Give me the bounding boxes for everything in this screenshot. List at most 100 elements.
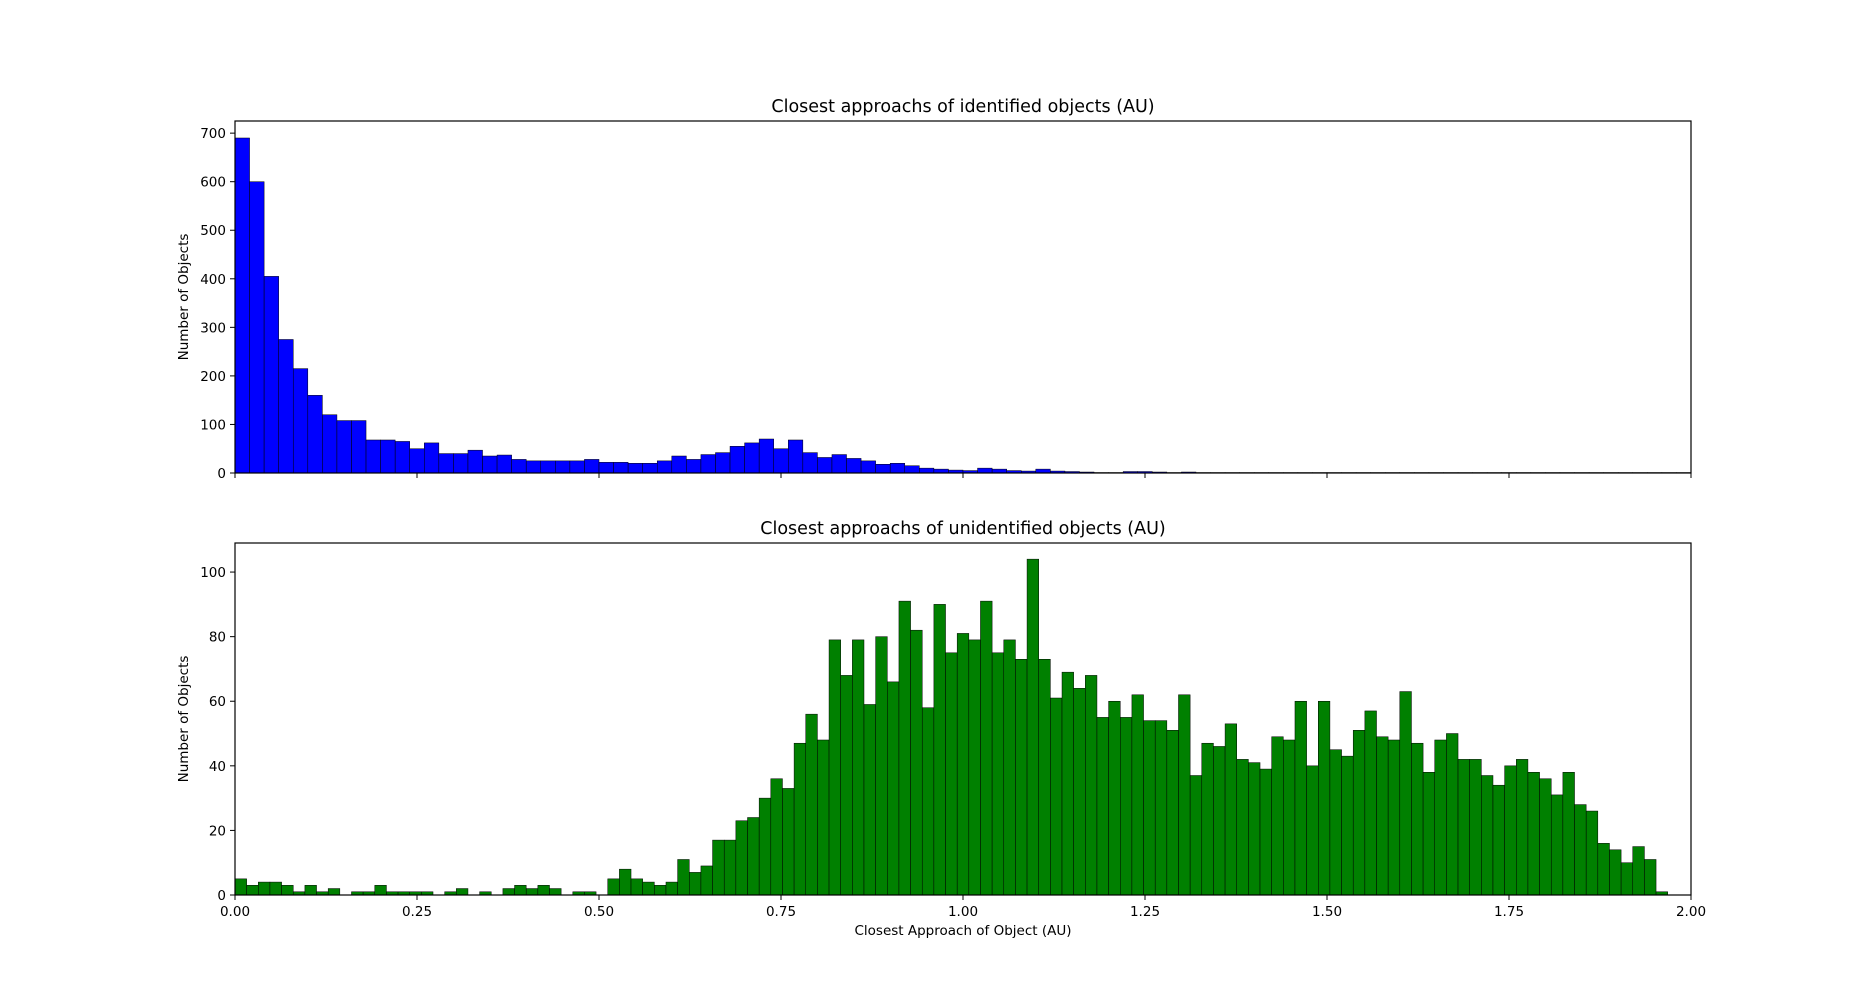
histogram-bar	[1061, 671, 1074, 896]
histogram-bar	[968, 639, 981, 896]
histogram-bar	[945, 652, 958, 896]
histogram-bar	[1632, 846, 1645, 896]
histogram-bar	[1469, 759, 1482, 896]
histogram-bar	[613, 462, 629, 474]
x-tick-label: 1.00	[948, 904, 978, 920]
histogram-bar	[1562, 772, 1575, 896]
y-axis-ticks-unidentified: 0 20 40 60 80 100	[200, 565, 235, 904]
x-tick-label: 1.75	[1494, 904, 1524, 920]
histogram-bar	[875, 636, 888, 896]
y-tick-label: 300	[200, 320, 226, 336]
histogram-bar	[712, 839, 725, 896]
histogram-bar	[607, 878, 620, 896]
y-tick-label: 40	[209, 759, 226, 775]
y-tick-label: 0	[217, 466, 226, 482]
histogram-bar	[1550, 794, 1564, 896]
histogram-bar	[1306, 765, 1319, 896]
histogram-bar	[365, 439, 381, 474]
histogram-bar	[234, 137, 250, 474]
histogram-bar	[380, 439, 396, 474]
y-tick-label: 80	[209, 630, 226, 646]
histogram-bar	[846, 458, 862, 474]
histogram-bar	[502, 888, 515, 896]
histogram-bar	[409, 448, 425, 474]
plot-frame-identified	[234, 120, 1692, 474]
histogram-bar	[1073, 688, 1086, 896]
histogram-bar	[1050, 697, 1063, 896]
histogram-bar	[549, 888, 562, 896]
histogram-bar	[700, 454, 716, 474]
histogram-bar	[438, 453, 454, 474]
chart-title-identified: Closest approachs of identified objects …	[771, 97, 1154, 117]
histogram-bar	[1481, 775, 1494, 896]
histogram-bar	[1178, 694, 1191, 896]
y-axis-ticks-identified: 0 100 200 300 400 500 600 700	[200, 126, 235, 482]
histogram-bar	[689, 872, 702, 896]
x-axis-ticks-unidentified: 0.00 0.25 0.50 0.75 1.00 1.25 1.50 1.75 2.00	[220, 895, 1706, 920]
histogram-bar	[991, 652, 1005, 896]
histogram-bar	[1096, 717, 1109, 896]
histogram-bar	[525, 888, 539, 896]
unidentified-objects-histogram: Closest approachs of unidentified object…	[176, 519, 1706, 939]
histogram-bar	[511, 459, 527, 474]
y-tick-label: 700	[200, 126, 226, 142]
histogram-bar	[887, 681, 900, 896]
histogram-bar	[584, 459, 600, 474]
histogram-bar	[1015, 659, 1028, 896]
histogram-bar	[1166, 730, 1179, 896]
histogram-bar	[555, 460, 571, 474]
histogram-bar	[1609, 849, 1622, 896]
histogram-bar	[852, 639, 865, 896]
histogram-bar	[863, 704, 876, 896]
histogram-bar	[336, 420, 352, 474]
x-axis-ticks-identified	[234, 473, 1692, 478]
chart-title-unidentified: Closest approachs of unidentified object…	[760, 519, 1165, 539]
histogram-bar	[322, 414, 338, 474]
histogram-bar	[1574, 804, 1587, 896]
y-tick-label: 0	[217, 888, 226, 904]
histogram-bar	[919, 467, 935, 474]
histogram-bar	[642, 881, 655, 896]
histogram-bar	[758, 797, 772, 896]
histogram-bar	[802, 452, 818, 474]
histogram-bar	[1387, 739, 1401, 896]
histogram-bar	[860, 460, 876, 474]
histogram-bar	[1411, 742, 1424, 896]
histogram-bar	[619, 868, 632, 896]
histogram-bar	[1585, 810, 1599, 896]
histogram-bar	[482, 455, 498, 474]
histogram-bar	[569, 460, 585, 474]
histogram-bar	[831, 454, 847, 474]
histogram-bar	[1283, 739, 1296, 896]
histogram-bar	[1108, 700, 1121, 896]
histogram-bar	[933, 604, 946, 896]
histogram-bar	[1446, 733, 1459, 896]
histogram-bar	[977, 467, 993, 474]
histogram-bar	[525, 460, 542, 474]
histogram-bar	[1364, 710, 1377, 896]
histogram-bar	[758, 438, 774, 474]
histogram-bar	[686, 459, 702, 474]
x-tick-label: 1.50	[1312, 904, 1342, 920]
histogram-bar	[889, 463, 906, 474]
x-tick-label: 0.25	[402, 904, 432, 920]
histogram-bar	[1597, 843, 1610, 896]
histogram-bar	[1120, 717, 1133, 896]
histogram-bar	[424, 442, 440, 474]
histogram-bar	[817, 457, 833, 474]
histogram-bar	[1038, 659, 1051, 896]
histogram-bar	[1399, 691, 1412, 896]
histogram-bar	[642, 463, 658, 474]
y-tick-label: 200	[200, 369, 226, 385]
histogram-bar	[773, 448, 789, 474]
x-tick-label: 0.00	[220, 904, 250, 920]
histogram-bar	[304, 885, 317, 896]
histogram-bar	[269, 881, 282, 896]
histogram-bar	[292, 368, 309, 474]
identified-objects-histogram: Closest approachs of identified objects …	[176, 97, 1692, 482]
histogram-bar	[627, 463, 643, 474]
y-tick-label: 100	[200, 417, 226, 433]
histogram-bar	[1457, 759, 1470, 896]
y-axis-label-identified: Number of Objects	[176, 234, 192, 361]
histogram-bar	[598, 462, 614, 474]
